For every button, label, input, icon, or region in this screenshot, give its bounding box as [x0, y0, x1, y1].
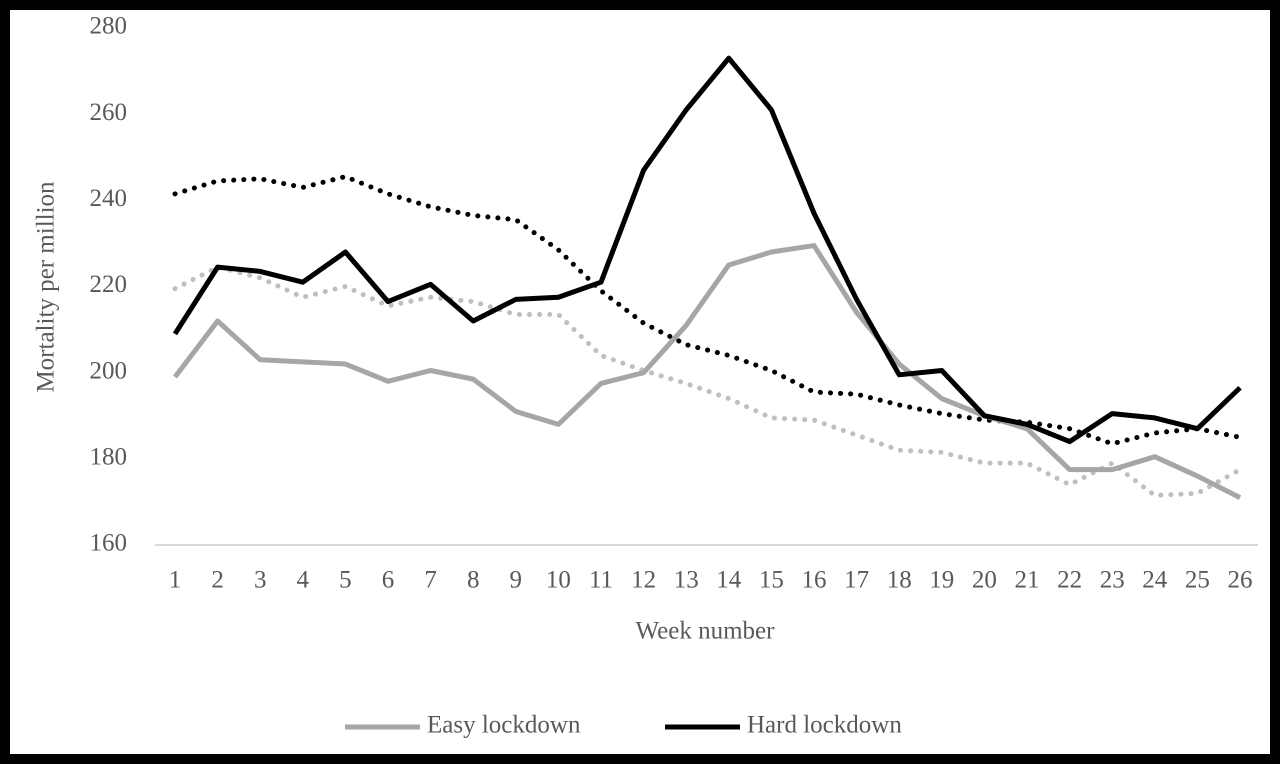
y-tick-label: 260: [90, 99, 128, 126]
y-axis-title: Mortality per million: [33, 181, 60, 393]
y-tick-label: 160: [90, 530, 128, 557]
x-tick-label: 23: [1100, 567, 1125, 594]
x-tick-label: 24: [1142, 567, 1168, 594]
x-tick-label: 2: [211, 567, 224, 594]
x-tick-label: 16: [802, 567, 827, 594]
x-tick-label: 11: [589, 567, 613, 594]
y-tick-label: 200: [90, 357, 128, 384]
x-tick-label: 25: [1185, 567, 1210, 594]
y-tick-label: 240: [90, 185, 128, 212]
x-tick-label: 6: [382, 567, 395, 594]
series-line: [173, 243, 1242, 500]
x-tick-label: 13: [674, 567, 699, 594]
series-line: [172, 264, 1243, 498]
x-axis-title: Week number: [636, 618, 776, 645]
x-tick-label: 1: [169, 567, 182, 594]
x-tick-label: 22: [1057, 567, 1082, 594]
x-tick-label: 17: [844, 567, 869, 594]
legend-label: Hard lockdown: [747, 712, 902, 739]
x-tick-label: 14: [716, 567, 742, 594]
x-tick-label: 21: [1015, 567, 1040, 594]
y-tick-label: 280: [90, 13, 128, 40]
series-line: [172, 55, 1242, 445]
x-tick-label: 15: [759, 567, 784, 594]
y-tick-label: 180: [90, 444, 128, 471]
x-tick-label: 7: [424, 567, 437, 594]
x-tick-label: 26: [1228, 567, 1253, 594]
x-tick-label: 12: [631, 567, 656, 594]
x-tick-label: 8: [467, 567, 480, 594]
x-tick-label: 3: [254, 567, 267, 594]
x-tick-label: 4: [297, 567, 310, 594]
x-tick-label: 9: [510, 567, 523, 594]
x-tick-label: 5: [339, 567, 352, 594]
x-tick-label: 10: [546, 567, 571, 594]
x-tick-label: 18: [887, 567, 912, 594]
legend-label: Easy lockdown: [427, 712, 581, 739]
y-tick-label: 220: [90, 271, 128, 298]
x-tick-label: 20: [972, 567, 997, 594]
series-line: [172, 174, 1243, 447]
x-tick-label: 19: [929, 567, 954, 594]
